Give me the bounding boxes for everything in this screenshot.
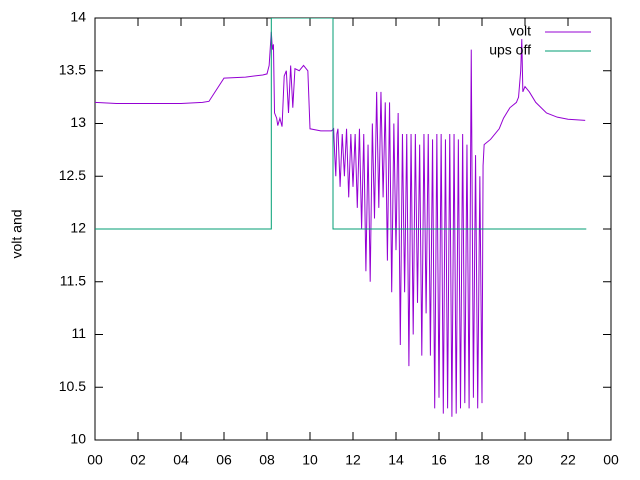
y-tick-label: 12 xyxy=(70,220,86,236)
series-line xyxy=(95,31,586,417)
x-tick-label: 04 xyxy=(173,452,189,468)
x-tick-label: 14 xyxy=(388,452,404,468)
y-tick-label: 13.5 xyxy=(59,61,86,77)
x-tick-label: 18 xyxy=(474,452,490,468)
x-tick-label: 16 xyxy=(431,452,447,468)
series-line xyxy=(95,18,587,230)
y-tick-label: 11.5 xyxy=(60,272,86,288)
y-tick-label: 10 xyxy=(70,431,86,447)
y-axis-label: volt and xyxy=(9,209,25,258)
legend-label: ups off xyxy=(489,42,531,58)
x-tick-label: 22 xyxy=(560,452,576,468)
x-tick-label: 08 xyxy=(259,452,275,468)
x-tick-label: 00 xyxy=(87,452,103,468)
legend-label: volt xyxy=(509,23,531,39)
y-tick-label: 14 xyxy=(70,9,86,25)
x-tick-label: 12 xyxy=(345,452,361,468)
x-tick-label: 02 xyxy=(130,452,146,468)
y-tick-label: 13 xyxy=(70,114,86,130)
x-tick-label: 20 xyxy=(517,452,533,468)
y-tick-label: 12.5 xyxy=(59,167,86,183)
y-tick-label: 11 xyxy=(71,325,86,341)
y-tick-label: 10.5 xyxy=(59,378,86,394)
x-tick-label: 06 xyxy=(216,452,232,468)
x-tick-label: 00 xyxy=(603,452,619,468)
x-tick-label: 10 xyxy=(302,452,318,468)
